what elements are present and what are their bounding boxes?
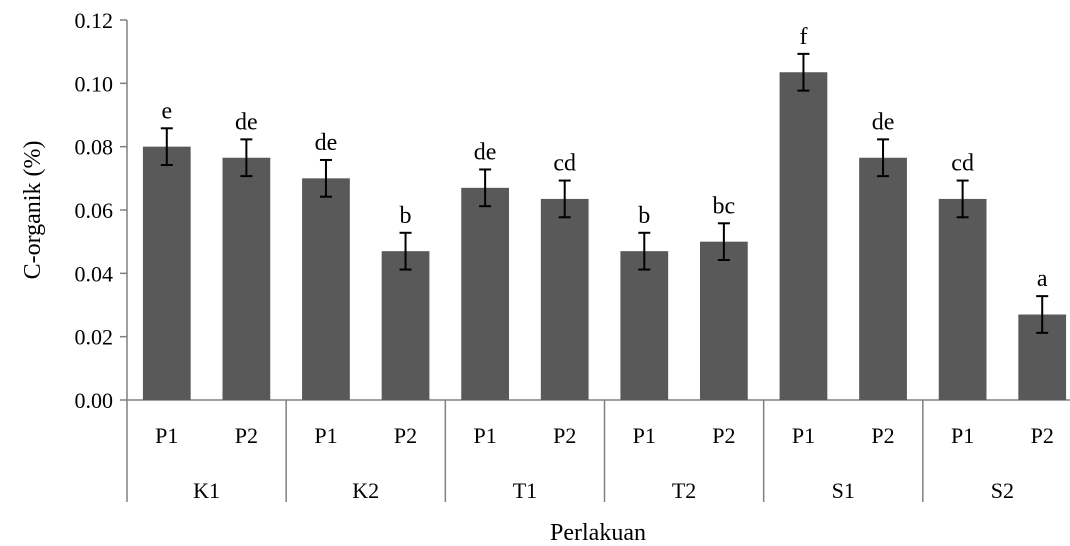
bar (859, 157, 907, 400)
significance-letter: bc (713, 193, 736, 219)
significance-letter: b (400, 203, 412, 229)
significance-letter: de (235, 109, 258, 135)
x-group-label: K2 (352, 478, 379, 503)
y-tick-label: 0.04 (75, 261, 114, 286)
x-category-label: P2 (235, 423, 258, 448)
significance-letter: b (638, 203, 650, 229)
x-axis: P1 P2 K1 P1 P2 K2 P1 P2 T1 P1 P2 T2 P1 P2 S1 P1 P2 S2 (126, 399, 1070, 503)
y-tick-label: 0.08 (75, 135, 114, 160)
y-tick-label: 0.02 (75, 325, 114, 350)
bars (142, 72, 1067, 400)
x-group-label: S2 (991, 478, 1014, 503)
bar (938, 198, 987, 400)
x-axis-title: Perlakuan (550, 520, 646, 546)
bar (700, 241, 748, 400)
x-category-label: P1 (474, 423, 497, 448)
x-group-label: K1 (193, 478, 220, 503)
significance-letter: e (161, 98, 172, 124)
x-category-label: P1 (155, 423, 178, 448)
y-tick-label: 0.00 (75, 388, 114, 413)
bar (540, 198, 589, 400)
x-group-label: S1 (832, 478, 855, 503)
x-category-label: P2 (1031, 423, 1054, 448)
bar (142, 146, 191, 400)
bar (381, 251, 430, 400)
x-category-label: P1 (633, 423, 656, 448)
y-axis-title: C-organik (%) (20, 141, 46, 280)
bar (461, 187, 509, 400)
x-category-label: P1 (314, 423, 337, 448)
significance-letter: cd (951, 151, 974, 177)
x-category-label: P2 (712, 423, 735, 448)
x-category-label: P2 (871, 423, 894, 448)
significance-letter: a (1037, 266, 1048, 292)
x-group-label: T2 (672, 478, 696, 503)
error-bars (160, 52, 1049, 334)
y-tick-label: 0.10 (75, 71, 114, 96)
significance-letter: de (474, 139, 497, 165)
x-group-label: T1 (513, 478, 537, 503)
x-category-label: P1 (792, 423, 815, 448)
y-axis: 0.00 0.02 0.04 0.06 0.08 0.10 0.12 (75, 8, 128, 413)
significance-letter: cd (553, 151, 576, 177)
significance-letters: e de de b de cd b bc f de cd a (161, 24, 1047, 292)
bar (222, 157, 271, 400)
bar (302, 178, 350, 400)
significance-letter: f (799, 24, 807, 50)
bar (779, 72, 828, 400)
x-category-label: P2 (553, 423, 576, 448)
bar (620, 251, 669, 400)
x-category-label: P1 (951, 423, 974, 448)
y-tick-label: 0.06 (75, 198, 114, 223)
significance-letter: de (872, 109, 895, 135)
y-tick-label: 0.12 (75, 8, 114, 33)
x-category-label: P2 (394, 423, 417, 448)
significance-letter: de (315, 130, 338, 156)
